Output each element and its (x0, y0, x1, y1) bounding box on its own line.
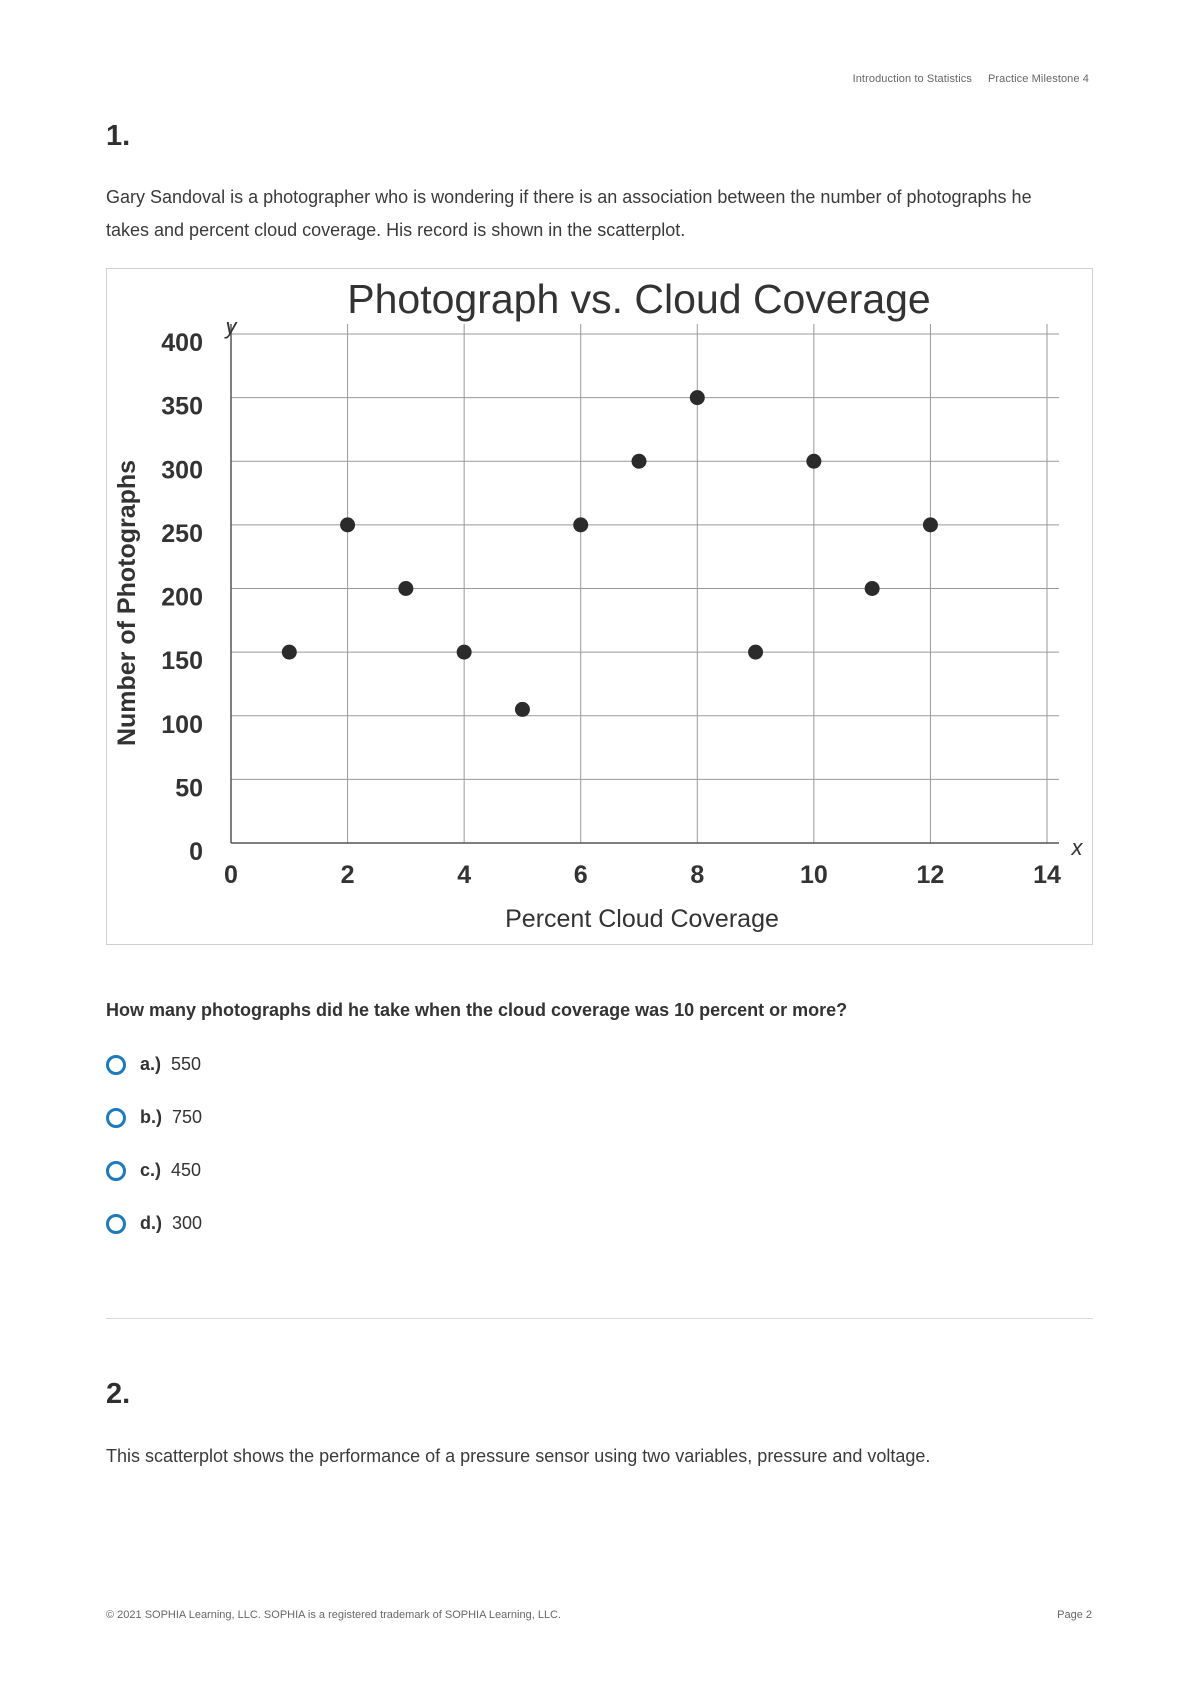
y-tick-label: 400 (161, 329, 203, 357)
x-tick-label: 0 (224, 861, 238, 889)
x-axis-label: Percent Cloud Coverage (505, 905, 779, 933)
x-tick-label: 2 (341, 861, 355, 889)
scatterplot-chart: 0 2 4 6 8 10 12 14 0 50 100 150 200 250 300 350 400 Phot… (113, 276, 1084, 933)
milestone-name: Practice Milestone 4 (987, 73, 1089, 85)
section-divider (106, 1318, 1093, 1319)
y-tick-label: 350 (161, 393, 203, 421)
x-tick-label: 14 (1033, 861, 1061, 889)
x-tick-label: 10 (800, 861, 828, 889)
radio-button-icon[interactable] (106, 1160, 126, 1181)
data-point (456, 644, 472, 660)
option-letter: c.) (140, 1160, 162, 1180)
answer-option-c[interactable]: c.) 450 (106, 1160, 201, 1181)
y-tick-label: 100 (161, 711, 203, 739)
y-axis-letter: y (224, 314, 239, 339)
data-point (340, 517, 356, 533)
question-1-text: How many photographs did he take when th… (106, 1000, 848, 1020)
question-2-prompt: This scatterplot shows the performance o… (106, 1446, 931, 1466)
radio-button-icon[interactable] (106, 1107, 126, 1128)
data-point (864, 581, 880, 596)
y-tick-label: 300 (161, 456, 203, 484)
data-point (573, 517, 589, 533)
data-point (631, 453, 647, 469)
option-value: 750 (172, 1107, 203, 1127)
answer-option-b[interactable]: b.) 750 (106, 1107, 202, 1128)
option-letter: a.) (140, 1054, 162, 1074)
radio-button-icon[interactable] (106, 1054, 126, 1075)
data-point (689, 390, 705, 406)
option-value: 550 (171, 1054, 202, 1074)
y-tick-label: 200 (161, 584, 203, 612)
y-tick-label: 50 (175, 774, 203, 802)
y-tick-label: 0 (189, 838, 203, 866)
chart-grid (231, 324, 1059, 843)
x-tick-label: 6 (574, 861, 588, 889)
question-1-prompt: Gary Sandoval is a photographer who is w… (106, 187, 1032, 240)
radio-button-icon[interactable] (106, 1213, 126, 1234)
data-point (922, 517, 938, 533)
option-letter: b.) (140, 1107, 162, 1127)
data-point (514, 701, 530, 717)
x-tick-label: 4 (457, 861, 471, 889)
y-tick-label: 250 (161, 520, 203, 548)
footer-copyright: © 2021 SOPHIA Learning, LLC. SOPHIA is a… (106, 1609, 562, 1621)
y-tick-label: 150 (161, 647, 203, 675)
question-2-number: 2. (106, 1378, 131, 1410)
x-tick-label: 12 (917, 861, 945, 889)
answer-option-d[interactable]: d.) 300 (106, 1213, 202, 1234)
footer-page-number: Page 2 (1057, 1609, 1092, 1621)
x-tick-label: 8 (690, 861, 704, 889)
y-axis-label: Number of Photographs (113, 460, 141, 746)
data-points (281, 390, 938, 717)
chart-axes (230, 324, 1059, 844)
x-axis-letter: x (1071, 835, 1084, 860)
question-1-number: 1. (106, 120, 131, 152)
data-point (748, 644, 764, 660)
data-point (281, 644, 297, 660)
option-letter: d.) (140, 1213, 162, 1233)
tick-labels: 0 2 4 6 8 10 12 14 0 50 100 150 200 250 300 350 400 (161, 329, 1061, 889)
answer-option-a[interactable]: a.) 550 (106, 1054, 201, 1075)
option-value: 300 (172, 1213, 203, 1233)
course-name: Introduction to Statistics (852, 73, 972, 85)
data-point (398, 581, 414, 596)
chart-title: Photograph vs. Cloud Coverage (347, 276, 930, 322)
scatterplot-figure: 0 2 4 6 8 10 12 14 0 50 100 150 200 250 300 350 400 Phot… (106, 268, 1093, 945)
option-value: 450 (171, 1160, 202, 1180)
page-header: Introduction to Statistics Practice Miles… (853, 73, 1089, 85)
data-point (806, 453, 822, 469)
